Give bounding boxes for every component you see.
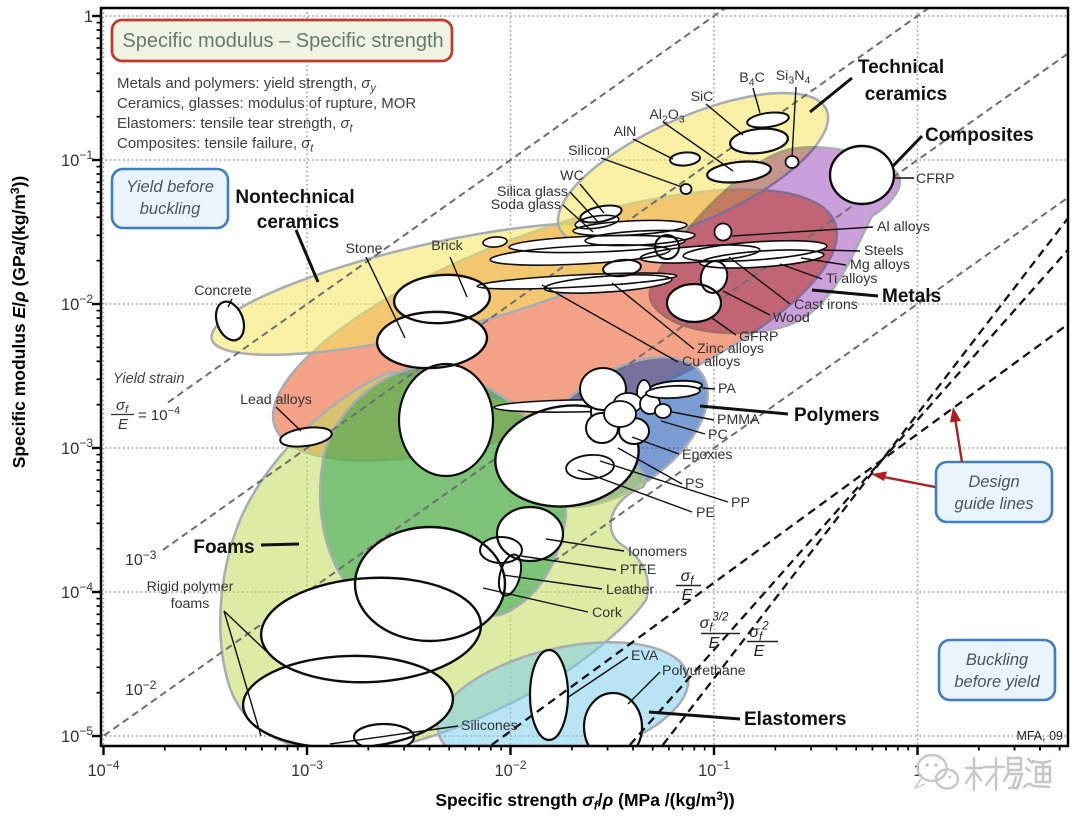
svg-text:Polyurethane: Polyurethane [662,663,746,679]
svg-text:E: E [118,416,129,433]
svg-text:guide lines: guide lines [955,495,1034,513]
svg-text:Composites: tensile failure, σ: Composites: tensile failure, σt [117,135,314,155]
svg-text:Cu alloys: Cu alloys [682,354,740,370]
svg-text:1: 1 [84,8,93,26]
svg-text:SiC: SiC [691,89,714,105]
svg-text:WC: WC [560,168,584,184]
svg-text:Mg alloys: Mg alloys [850,257,910,273]
svg-text:Rigid polymer: Rigid polymer [147,579,234,595]
svg-text:Metals: Metals [882,286,941,307]
svg-text:Soda glass: Soda glass [491,197,561,213]
svg-text:PE: PE [696,505,715,521]
svg-text:Leather: Leather [606,582,654,598]
svg-text:Ti alloys: Ti alloys [826,271,878,287]
svg-text:AlN: AlN [614,124,637,140]
svg-text:Buckling: Buckling [966,651,1029,669]
svg-text:Specific modulus – Specific st: Specific modulus – Specific strength [122,30,443,52]
svg-text:Nontechnical: Nontechnical [235,187,354,208]
svg-text:Elastomers: Elastomers [744,709,846,730]
svg-text:Ceramics, glasses: modulus of: Ceramics, glasses: modulus of rupture, M… [117,95,416,112]
svg-text:E: E [754,643,765,660]
svg-text:buckling: buckling [140,200,201,218]
svg-text:PMMA: PMMA [717,412,760,428]
svg-text:Al alloys: Al alloys [877,219,930,235]
svg-text:Specific modulus E/ρ (GPa/(kg/: Specific modulus E/ρ (GPa/(kg/m3)) [8,176,29,469]
svg-text:CFRP: CFRP [916,171,955,187]
svg-text:PTFE: PTFE [620,562,656,578]
svg-text:Stone: Stone [345,241,382,257]
svg-text:Concrete: Concrete [194,283,252,299]
svg-text:Elastomers: tensile tear stren: Elastomers: tensile tear strength, σt [117,115,353,135]
svg-text:Wood: Wood [773,310,810,326]
svg-text:Cork: Cork [592,605,623,621]
svg-text:Silica glass: Silica glass [497,184,568,200]
svg-text:Epoxies: Epoxies [682,447,732,463]
svg-text:Composites: Composites [925,125,1034,146]
svg-text:Foams: Foams [193,537,254,558]
svg-text:Al2O3: Al2O3 [649,107,685,126]
svg-text:Metals and polymers: yield str: Metals and polymers: yield strength, σy [117,75,377,95]
svg-text:Yield before: Yield before [126,178,214,196]
svg-text:PS: PS [685,476,704,492]
svg-text:ceramics: ceramics [865,84,947,105]
svg-text:Polymers: Polymers [794,405,880,426]
svg-text:before yield: before yield [954,673,1040,691]
svg-text:Si3N4: Si3N4 [776,68,811,87]
svg-text:B4C: B4C [739,70,765,89]
svg-text:EVA: EVA [631,648,659,664]
svg-text:Ionomers: Ionomers [628,544,687,560]
svg-text:PP: PP [731,495,750,511]
svg-text:PC: PC [708,427,728,443]
svg-text:Lead alloys: Lead alloys [240,392,312,408]
svg-text:MFA, 09: MFA, 09 [1016,729,1063,743]
svg-text:Design: Design [968,473,1019,491]
svg-text:PA: PA [718,381,736,397]
svg-text:Cast irons: Cast irons [794,297,858,313]
svg-text:Yield strain: Yield strain [113,371,184,387]
svg-text:Technical: Technical [858,57,944,78]
svg-text:Silicones: Silicones [461,718,518,734]
svg-text:Steels: Steels [864,243,903,259]
svg-text:E: E [682,587,693,604]
svg-text:Brick: Brick [431,238,463,254]
svg-text:ceramics: ceramics [257,212,339,233]
svg-text:foams: foams [171,596,210,612]
svg-text:Specific strength σf/ρ (MPa /(: Specific strength σf/ρ (MPa /(kg/m3)) [435,789,734,813]
svg-text:Zinc alloys: Zinc alloys [697,341,764,357]
svg-text:E: E [709,635,720,652]
svg-text:GFRP: GFRP [739,329,778,345]
svg-text:Silicon: Silicon [568,143,610,159]
